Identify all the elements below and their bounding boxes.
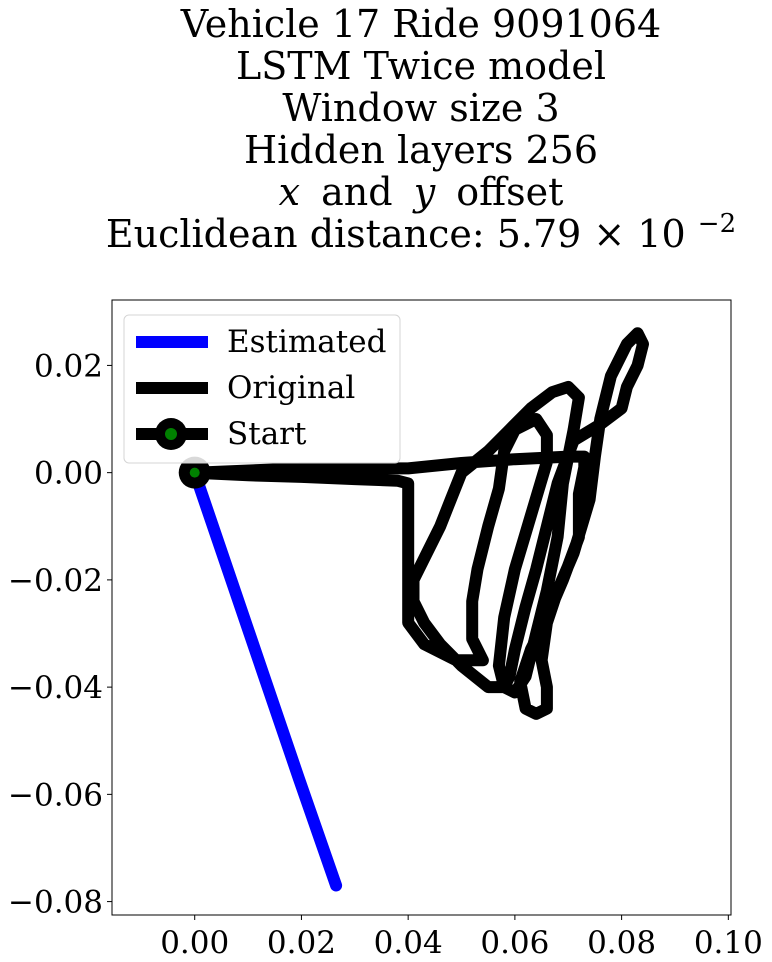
x-tick-label: 0.06 — [480, 925, 549, 961]
y-tick-label: −0.04 — [8, 670, 103, 706]
legend-label-estimated: Estimated — [227, 324, 386, 360]
title-y-var: y — [412, 170, 436, 214]
legend-start-marker-dot — [165, 428, 177, 440]
legend-label-original: Original — [227, 370, 355, 406]
title-and: and — [321, 170, 392, 214]
chart-title: Vehicle 17 Ride 9091064 LSTM Twice model… — [106, 2, 736, 256]
legend-label-start: Start — [227, 416, 307, 452]
title-x-var: x — [279, 170, 300, 214]
title-line-1: Vehicle 17 Ride 9091064 — [180, 2, 661, 46]
legend: Estimated Original Start — [123, 314, 401, 464]
series-layer — [178, 327, 649, 892]
start-marker-dot — [189, 467, 200, 478]
title-line-6: Euclidean distance: 5.79 × 10 −2 — [106, 209, 736, 256]
axis-layer: 0.00 0.02 0.04 0.06 0.08 0.10 0.02 0.00 −0.02 −0.… — [8, 348, 763, 961]
series-line-original — [188, 327, 649, 720]
title-line-4: Hidden layers 256 — [244, 128, 598, 172]
x-tick-label: 0.04 — [374, 925, 443, 961]
title-line-2: LSTM Twice model — [236, 44, 606, 88]
x-tick-label: 0.10 — [694, 925, 763, 961]
title-line-5: x and y offset — [279, 170, 564, 214]
x-tick-label: 0.08 — [587, 925, 656, 961]
x-tick-label: 0.00 — [160, 925, 229, 961]
title-offset: offset — [456, 170, 563, 214]
title-exponent: −2 — [698, 209, 736, 239]
series-line-estimated — [188, 466, 343, 892]
y-tick-label: −0.06 — [8, 777, 103, 813]
y-tick-label: 0.00 — [34, 456, 103, 492]
y-tick-label: −0.02 — [8, 563, 103, 599]
y-tick-label: −0.08 — [8, 885, 103, 921]
title-distance: Euclidean distance: 5.79 × 10 — [106, 212, 686, 256]
title-line-3: Window size 3 — [282, 86, 559, 130]
legend-box — [123, 314, 401, 464]
y-tick-label: 0.02 — [34, 348, 103, 384]
x-tick-label: 0.02 — [267, 925, 336, 961]
